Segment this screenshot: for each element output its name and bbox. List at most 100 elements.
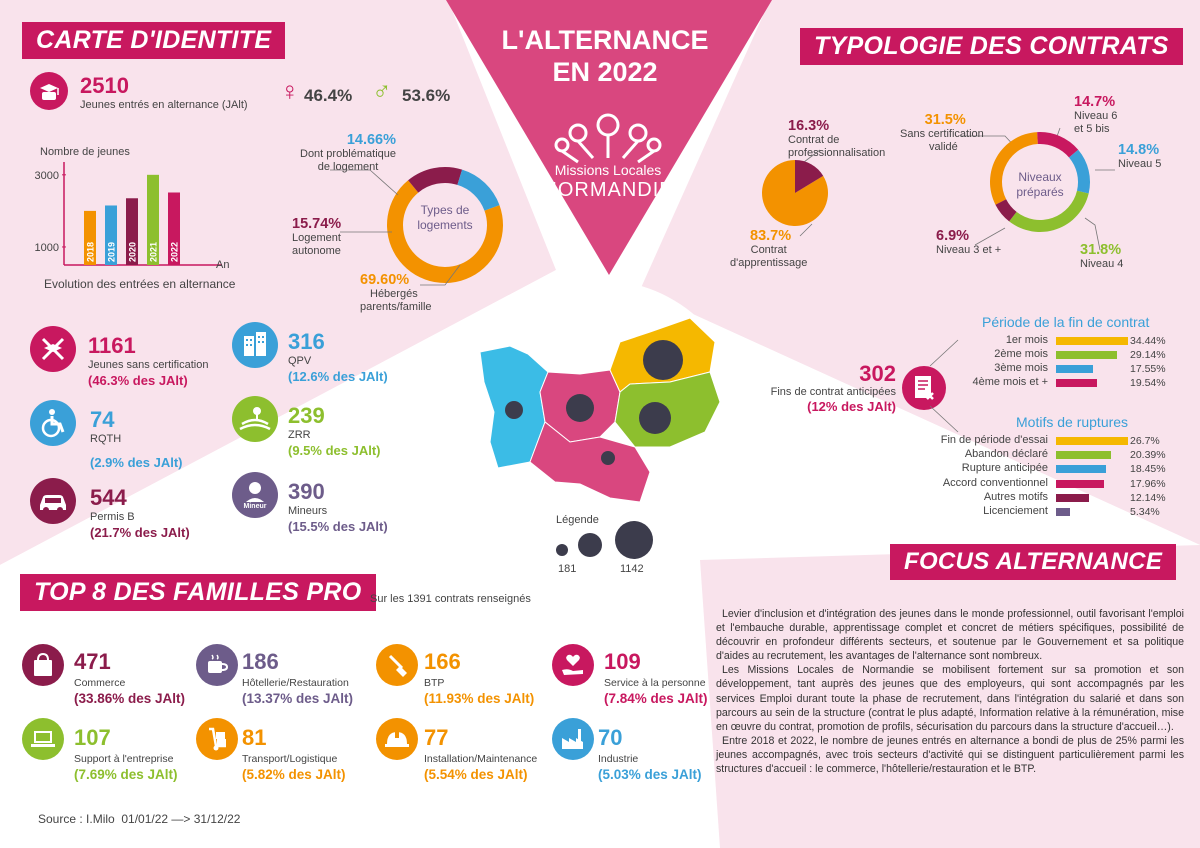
bar-value: 5.34% xyxy=(1130,506,1160,518)
bar xyxy=(1056,479,1105,488)
bar xyxy=(105,205,117,265)
minor-icon xyxy=(232,472,278,518)
bar-label: Licenciement xyxy=(983,505,1048,517)
hand-truck-icon xyxy=(196,718,238,760)
bar xyxy=(1056,437,1128,445)
niveaux-donut xyxy=(990,132,1090,232)
bar xyxy=(1056,493,1089,502)
pie-slice xyxy=(457,169,500,211)
y-tick-label: 1000 xyxy=(35,242,59,254)
bar-category-label: 2018 xyxy=(86,242,96,262)
bar-label: 4ème mois et + xyxy=(972,376,1048,388)
niveau-6: 14.7% Niveau 6 et 5 bis xyxy=(1074,94,1118,135)
logement-center-label: Types de logements xyxy=(417,203,473,232)
focus-paragraph: Levier d'inclusion et d'intégration des … xyxy=(716,608,1184,663)
bar-label: Abandon déclaré xyxy=(964,448,1048,461)
focus-text: Levier d'inclusion et d'intégration des … xyxy=(716,607,1184,776)
missions-locales-logo-icon xyxy=(554,113,662,164)
map-legend-circles xyxy=(556,521,653,559)
bar-value: 34.44% xyxy=(1130,335,1166,347)
pie-slice xyxy=(1037,132,1079,158)
bar xyxy=(1056,379,1097,387)
logo-text: Missions Locales NORMANDIE xyxy=(520,162,696,202)
contract-end-icon xyxy=(902,366,946,410)
bar-label: Accord conventionnel xyxy=(942,476,1048,489)
minor-badge: Mineur xyxy=(243,503,267,510)
periode-title: Période de la fin de contrat xyxy=(982,314,1150,330)
source: Source : I.Milo 01/01/22 —> 31/12/22 xyxy=(38,812,241,826)
stat-permis-b: 544 Permis B (21.7% des JAlt) xyxy=(90,485,190,541)
familles-banner: TOP 8 DES FAMILLES PRO xyxy=(20,574,376,611)
map-legend-title: Légende xyxy=(556,514,599,526)
bar-value: 18.45% xyxy=(1130,463,1166,476)
title-line1: L'ALTERNANCE xyxy=(501,25,709,55)
logo-line1: Missions Locales xyxy=(554,162,662,178)
niveau-3: 6.9% Niveau 3 et + xyxy=(936,228,1002,256)
pie-slice xyxy=(387,180,503,283)
famille-support-entreprise: 107 Support à l'entreprise (7.69% des JA… xyxy=(74,725,178,783)
stat-sans-certification: 1161 Jeunes sans certification (46.3% de… xyxy=(88,333,209,389)
graduate-icon xyxy=(30,72,68,110)
famille-btp: 166 BTP (11.93% des JAlt) xyxy=(424,649,535,707)
bar-value: 17.96% xyxy=(1130,477,1166,490)
evolution-chart: 1000 3000 2018 2019 2020 2021 2022 xyxy=(35,162,222,266)
bar-value: 26.7% xyxy=(1130,435,1160,447)
female-pct: 46.4% xyxy=(304,86,353,105)
evolution-ylabel: Nombre de jeunes xyxy=(40,146,130,158)
niveaux-center-label: Niveaux préparés xyxy=(1016,170,1064,199)
rural-icon xyxy=(232,396,278,442)
bar-category-label: 2021 xyxy=(149,242,159,262)
title-line2: EN 2022 xyxy=(552,57,658,87)
focus-banner: FOCUS ALTERNANCE xyxy=(890,544,1177,580)
bar-category-label: 2020 xyxy=(128,242,138,262)
famille-service-personne: 109 Service à la personne (7.84% des JAl… xyxy=(604,649,708,707)
stat-qpv: 316 QPV (12.6% des JAlt) xyxy=(288,329,388,385)
bar xyxy=(168,192,180,265)
focus-paragraph: Les Missions Locales de Normandie se mob… xyxy=(716,664,1184,733)
no-diploma-icon xyxy=(30,326,76,372)
map-legend-max: 1142 xyxy=(620,563,644,575)
bar-value: 12.14% xyxy=(1130,491,1166,504)
logement-item-problematique: 14.66% Dont problématique de logement xyxy=(300,132,397,173)
logement-item-parents: 69.60% Hébergés parents/famille xyxy=(360,272,432,313)
bar-label: 1er mois xyxy=(1005,334,1048,346)
niveau-4: 31.8% Niveau 4 xyxy=(1080,242,1124,270)
total-value: 2510 xyxy=(80,73,129,98)
bar xyxy=(84,210,96,265)
heart-hand-icon xyxy=(552,644,594,686)
famille-hotellerie: 186 Hôtellerie/Restauration (13.37% des … xyxy=(242,649,354,707)
evolution-xlabel: An xyxy=(216,259,230,271)
cup-icon xyxy=(196,644,238,686)
niveau-sans-certification: 31.5% Sans certification validé xyxy=(900,112,984,153)
stat-zrr: 239 ZRR (9.5% des JAlt) xyxy=(288,403,381,459)
bar-label: Rupture anticipée xyxy=(961,462,1048,475)
ruptures-bracket xyxy=(929,339,959,433)
bar-label: 3ème mois xyxy=(994,362,1048,374)
bar-label: Fin de période d'essai xyxy=(940,434,1048,446)
main-title: L'ALTERNANCE EN 2022 xyxy=(480,24,730,88)
pie-slice xyxy=(795,160,824,193)
normandie-map xyxy=(479,317,721,503)
car-icon xyxy=(30,478,76,524)
focus-paragraph: Entre 2018 et 2022, le nombre de jeunes … xyxy=(716,734,1184,776)
bar-category-label: 2022 xyxy=(170,242,180,262)
evolution-title: Evolution des entrées en alternance xyxy=(44,277,236,291)
male-pct: 53.6% xyxy=(402,86,451,105)
bar-label: 2ème mois xyxy=(994,348,1048,360)
bar xyxy=(1056,351,1117,359)
bar xyxy=(1056,365,1093,373)
bar xyxy=(1056,337,1128,345)
factory-icon xyxy=(552,718,594,760)
famille-installation: 77 Installation/Maintenance (5.54% des J… xyxy=(424,725,538,783)
hard-hat-icon xyxy=(376,718,418,760)
ruptures-stat: 302 Fins de contrat anticipées (12% des … xyxy=(770,361,896,415)
total-stat: 2510 Jeunes entrés en alternance (JAlt) xyxy=(80,74,248,112)
bar-value: 19.54% xyxy=(1130,377,1166,389)
map-legend-min: 181 xyxy=(558,563,577,575)
logement-item-autonome: 15.74% Logement autonome xyxy=(292,216,342,257)
niveau-5: 14.8% Niveau 5 xyxy=(1118,142,1162,170)
typologie-banner: TYPOLOGIE DES CONTRATS xyxy=(800,28,1183,65)
stat-mineurs: 390 Mineurs (15.5% des JAlt) xyxy=(288,479,388,535)
y-tick-label: 3000 xyxy=(35,170,59,182)
